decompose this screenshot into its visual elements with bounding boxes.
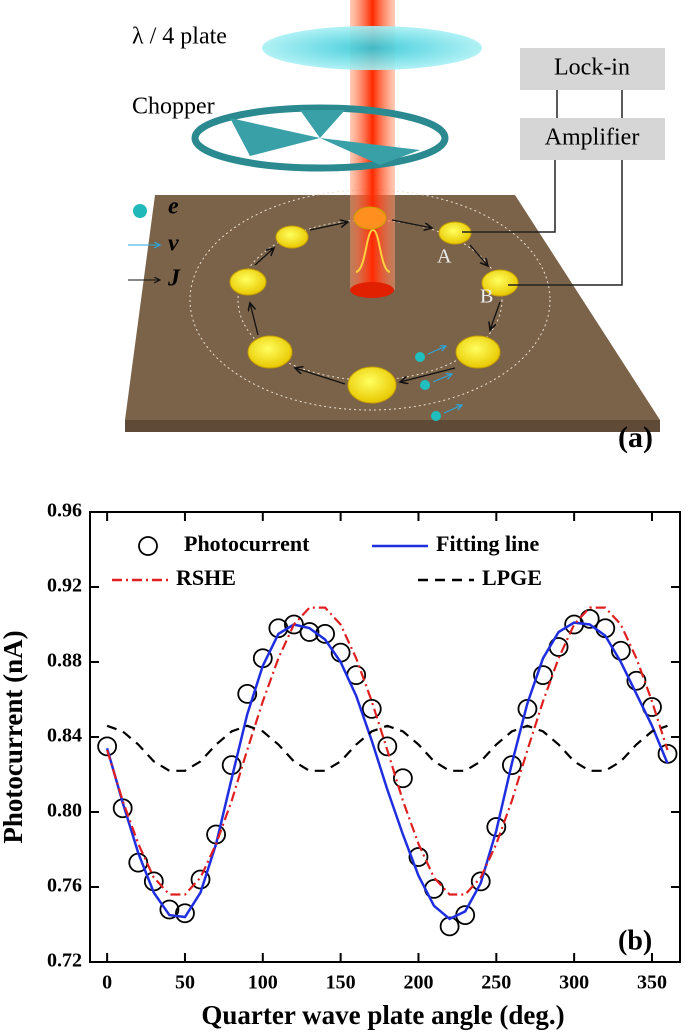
contact-label: A xyxy=(437,246,452,268)
y-tick-label: 0.76 xyxy=(47,875,82,897)
series-line xyxy=(105,621,669,921)
annotation: (b) xyxy=(618,925,652,956)
lockin-box xyxy=(520,48,665,90)
wires xyxy=(462,90,623,286)
electrons xyxy=(415,346,462,421)
x-tick-label: 50 xyxy=(175,972,195,994)
data-point xyxy=(175,903,195,924)
amplifier-label: Amplifier xyxy=(545,125,640,151)
legend-marker xyxy=(138,536,158,556)
data-point xyxy=(361,698,382,719)
x-tick-label: 0 xyxy=(102,972,112,994)
data-point xyxy=(486,817,507,837)
data-point xyxy=(221,755,242,776)
beam-profile xyxy=(355,228,391,273)
data-point xyxy=(579,608,600,629)
y-tick-label: 0.88 xyxy=(47,650,82,672)
chopper-blade xyxy=(230,110,420,165)
x-tick-label: 300 xyxy=(559,972,589,994)
plate-label: λ / 4 plate xyxy=(132,24,227,50)
data-point xyxy=(159,899,180,920)
x-tick-label: 250 xyxy=(481,972,511,994)
y-tick-label: 0.72 xyxy=(47,950,82,972)
chopper xyxy=(191,104,449,172)
x-tick-label: 200 xyxy=(403,972,433,994)
data-point xyxy=(470,871,491,892)
data-point xyxy=(284,614,304,635)
legend-label: RSHE xyxy=(176,565,236,590)
key-label: v xyxy=(168,231,179,257)
series-line xyxy=(106,606,669,896)
electron-key xyxy=(133,204,147,218)
current-arrows xyxy=(250,220,501,385)
contacts xyxy=(229,206,519,404)
data-point xyxy=(237,683,258,704)
data-point xyxy=(299,622,320,642)
schematic: λ / 4 plate Chopper Lock-in Amplifier e … xyxy=(125,0,665,454)
legend-label: Photocurrent xyxy=(184,531,310,556)
legend-label: LPGE xyxy=(482,565,542,590)
sample-edge xyxy=(125,420,660,432)
amplifier-box xyxy=(520,118,665,160)
orbit xyxy=(189,189,551,411)
data-point xyxy=(408,847,429,867)
x-axis-label: Quarter wave plate angle (deg.) xyxy=(201,1000,564,1030)
y-axis-label: Photocurrent (nA) xyxy=(0,630,28,843)
panel-label: (a) xyxy=(618,421,653,454)
x-tick-label: 350 xyxy=(637,972,667,994)
y-tick-label: 0.96 xyxy=(47,500,82,522)
key-label: e xyxy=(168,194,179,220)
data-point xyxy=(97,736,118,757)
beam-spot xyxy=(350,282,394,298)
chopper-label: Chopper xyxy=(132,94,215,120)
lockin-label: Lock-in xyxy=(554,55,630,81)
legend-label: Fitting line xyxy=(436,531,540,556)
y-tick-label: 0.84 xyxy=(47,725,82,747)
quarter-wave-plate xyxy=(262,26,482,70)
data-point xyxy=(626,670,647,691)
key-label: J xyxy=(167,266,181,292)
data-point xyxy=(377,736,398,757)
data-point xyxy=(393,768,413,789)
contact-label: B xyxy=(480,286,493,308)
x-tick-label: 100 xyxy=(248,972,278,994)
series-line xyxy=(106,724,668,772)
y-tick-label: 0.92 xyxy=(47,575,82,597)
x-tick-label: 150 xyxy=(326,972,356,994)
data-point xyxy=(501,755,522,776)
y-tick-label: 0.80 xyxy=(47,800,82,822)
